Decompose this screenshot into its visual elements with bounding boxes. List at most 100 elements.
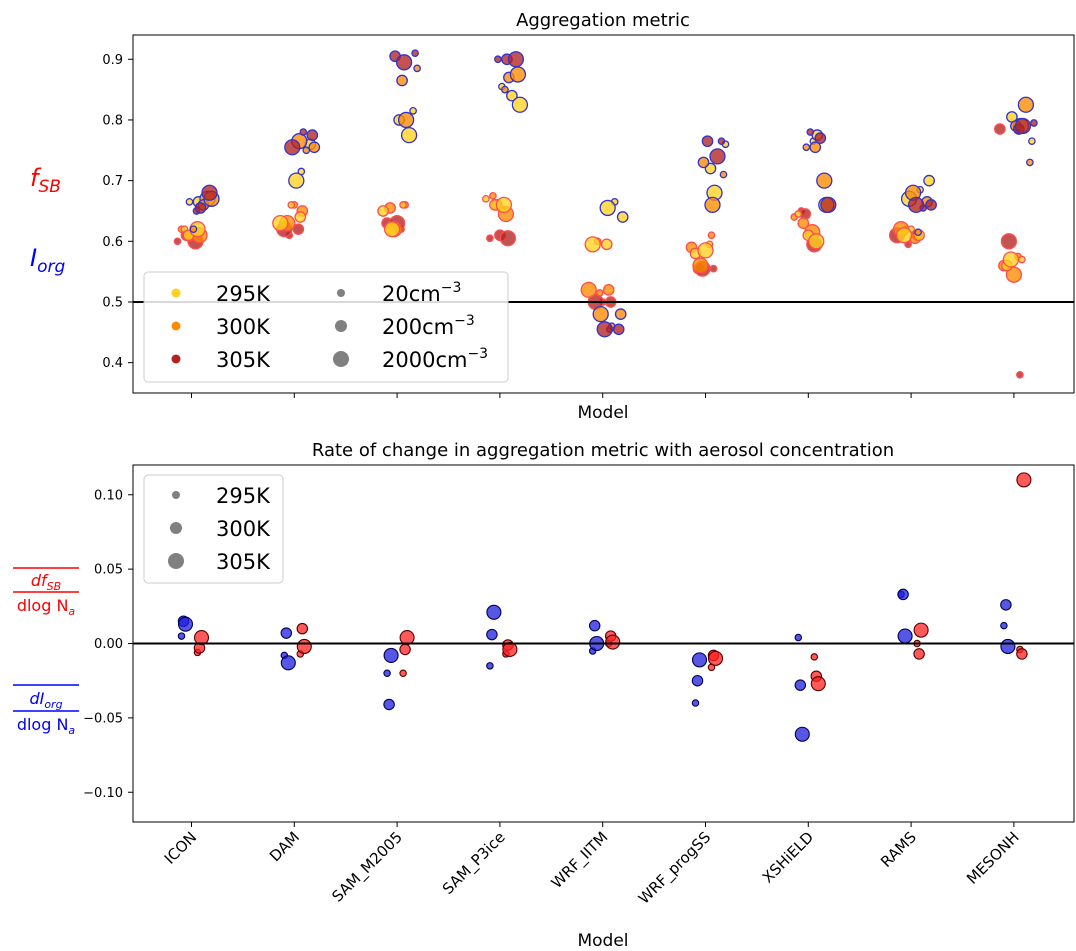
top-point: [926, 200, 936, 210]
top-point: [1017, 372, 1023, 378]
bottom-x-axis-label: Model: [577, 931, 628, 951]
bottom-point: [811, 654, 817, 660]
legend-marker-200cm: [335, 320, 347, 332]
bottom-point: [692, 700, 698, 706]
top-point: [1001, 234, 1016, 249]
top-point: [174, 238, 180, 244]
top-point: [414, 65, 420, 71]
top-point: [300, 129, 306, 135]
bottom-ytick-label: −0.05: [83, 711, 123, 726]
top-point: [502, 86, 508, 92]
top-point: [602, 239, 612, 249]
top-point: [1003, 252, 1018, 267]
top-ytick-label: 0.4: [102, 356, 123, 371]
legend-marker-295k: [172, 289, 181, 298]
top-point: [510, 67, 525, 82]
top-point: [495, 56, 501, 62]
top-point: [288, 202, 294, 208]
iorg-num-subscript: org: [44, 698, 62, 711]
legend-marker-2000cm: [333, 351, 349, 367]
legend-label-305k: 305K: [216, 348, 271, 372]
bottom-point: [1001, 622, 1007, 628]
bottom-point: [795, 680, 805, 690]
bottom-point: [400, 670, 406, 676]
top-point: [698, 157, 708, 167]
top-point: [924, 175, 934, 185]
top-point: [600, 200, 615, 215]
bottom-point: [693, 653, 707, 667]
top-point: [490, 193, 496, 199]
top-point: [487, 235, 493, 241]
top-ytick-label: 0.7: [102, 174, 123, 189]
bottom-point: [297, 639, 311, 653]
top-point: [705, 197, 720, 212]
bottom-point: [898, 629, 912, 643]
bottom-point: [1017, 473, 1031, 487]
bottom-point: [297, 623, 307, 633]
bottom-point: [487, 629, 497, 639]
bottom-point: [195, 631, 209, 645]
bottom-point: [281, 628, 291, 638]
top-point: [397, 75, 407, 85]
top-point: [496, 197, 511, 212]
bottom-point: [590, 620, 600, 630]
bottom-point: [811, 677, 825, 691]
bottom-point: [178, 633, 184, 639]
bottom-point: [400, 644, 410, 654]
legend-200cm-base: 200cm: [382, 315, 454, 339]
bottom-point: [384, 699, 394, 709]
top-point: [710, 265, 716, 271]
top-point: [385, 222, 400, 237]
top-point: [708, 232, 714, 238]
top-point: [915, 229, 921, 235]
legend-marker-305k: [172, 355, 181, 364]
fsb-den-subscript: a: [68, 605, 75, 618]
top-point: [186, 199, 192, 205]
top-point: [410, 108, 416, 114]
bottom-point: [384, 670, 390, 676]
top-point: [815, 133, 825, 143]
top-point: [693, 258, 708, 273]
top-point: [809, 234, 824, 249]
top-point: [412, 50, 418, 56]
bottom-point: [487, 663, 493, 669]
top-point: [202, 185, 217, 200]
legend-2000cm-exponent: −3: [467, 346, 488, 362]
legend-marker-300k: [172, 322, 181, 331]
top-point: [378, 206, 388, 216]
bottom-point: [1001, 600, 1011, 610]
top-point: [597, 290, 603, 296]
legend-200cm-exponent: −3: [454, 313, 475, 329]
top-point: [402, 128, 417, 143]
bottom-point: [400, 631, 414, 645]
iorg-den-subscript: a: [68, 724, 75, 737]
top-point: [593, 307, 608, 322]
bottom-point: [179, 617, 193, 631]
top-point: [821, 197, 836, 212]
top-point: [273, 216, 288, 231]
legend-label-295k: 295K: [216, 282, 271, 306]
bottom-point: [898, 589, 908, 599]
top-x-axis-label: Model: [577, 403, 628, 423]
top-point: [597, 322, 612, 337]
legend-marker-20cm: [337, 289, 345, 297]
legend-marker-305k-size: [168, 553, 184, 569]
bottom-point: [503, 642, 517, 656]
bottom-legend-label-295k: 295K: [216, 484, 271, 508]
bottom-point: [606, 635, 620, 649]
bottom-point: [487, 605, 501, 619]
top-point: [1029, 138, 1035, 144]
top-point: [512, 97, 527, 112]
top-point: [1018, 97, 1033, 112]
fsb-subscript: SB: [38, 177, 60, 197]
top-ytick-label: 0.9: [102, 53, 123, 68]
iorg-symbol: I: [30, 244, 37, 272]
top-legend: 295K 300K 305K 20cm−3 200cm−3 2000cm−3: [144, 272, 508, 382]
bottom-point: [709, 651, 723, 665]
top-point: [397, 55, 412, 70]
top-point: [604, 285, 614, 295]
bottom-ytick-label: 0.00: [94, 637, 123, 652]
top-point: [195, 203, 205, 213]
legend-label-300k: 300K: [216, 315, 271, 339]
bottom-point: [1017, 649, 1027, 659]
